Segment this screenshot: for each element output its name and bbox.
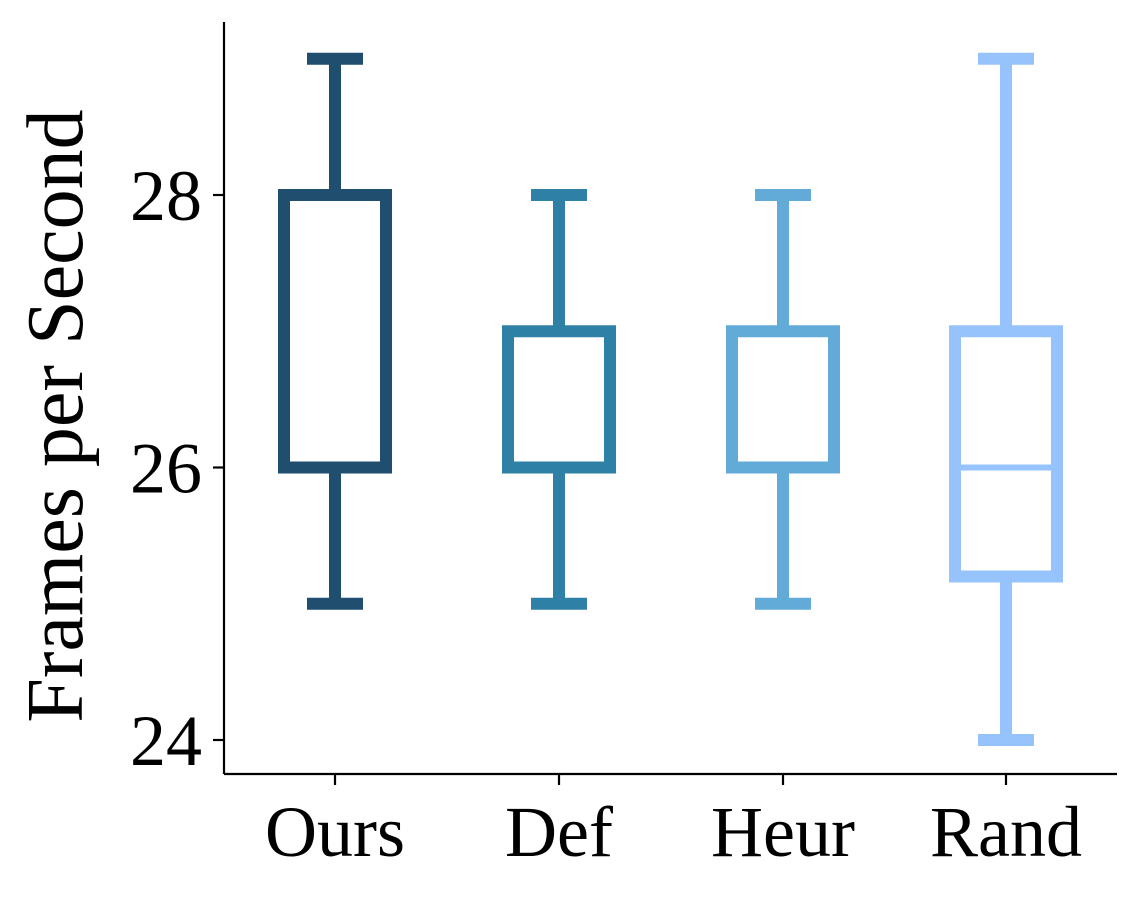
box-def xyxy=(502,189,616,610)
box-heur xyxy=(726,189,840,610)
box-ours xyxy=(278,52,392,610)
box-body xyxy=(949,325,1063,583)
box-rand xyxy=(949,52,1063,746)
y-tick-label: 26 xyxy=(130,429,202,509)
x-tick-label-rand: Rand xyxy=(930,792,1082,872)
x-tick-label-ours: Ours xyxy=(265,792,405,872)
x-tick-label-def: Def xyxy=(505,792,613,872)
box-body xyxy=(502,325,616,474)
labels: 24 26 28 Frames per Second Ours Def Heur Rand xyxy=(12,109,1082,872)
y-tick-label: 24 xyxy=(130,701,202,781)
y-axis-label: Frames per Second xyxy=(12,109,100,722)
box-body xyxy=(278,189,392,474)
x-tick-label-heur: Heur xyxy=(711,792,855,872)
box-body xyxy=(726,325,840,474)
boxes xyxy=(278,52,1063,746)
y-tick-label: 28 xyxy=(130,156,202,236)
axes xyxy=(213,22,1117,785)
